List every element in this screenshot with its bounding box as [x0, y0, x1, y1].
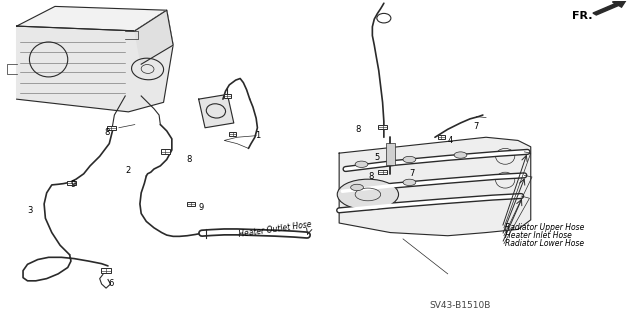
- Text: 9: 9: [198, 203, 204, 211]
- Circle shape: [403, 156, 416, 163]
- Text: 8: 8: [368, 173, 373, 182]
- Polygon shape: [339, 137, 531, 236]
- Circle shape: [403, 179, 416, 186]
- Text: SV43-B1510B: SV43-B1510B: [430, 301, 491, 310]
- Bar: [378, 125, 387, 129]
- FancyArrow shape: [593, 1, 626, 15]
- Circle shape: [355, 161, 368, 167]
- Bar: [101, 268, 111, 273]
- Text: 7: 7: [473, 122, 479, 131]
- Text: Heater Outlet Hose: Heater Outlet Hose: [238, 220, 312, 239]
- Bar: [67, 181, 76, 185]
- Bar: [107, 125, 116, 130]
- Text: 8: 8: [186, 155, 191, 164]
- Text: 5: 5: [374, 153, 380, 162]
- Polygon shape: [135, 10, 173, 64]
- Text: 9: 9: [71, 181, 76, 189]
- Text: 4: 4: [448, 136, 453, 145]
- Text: 7: 7: [410, 169, 415, 178]
- Text: 3: 3: [28, 206, 33, 215]
- Bar: [228, 132, 236, 136]
- Bar: [187, 202, 195, 206]
- Bar: [161, 150, 170, 154]
- Text: 8: 8: [355, 125, 360, 134]
- Text: FR.: FR.: [572, 11, 593, 21]
- Polygon shape: [198, 94, 234, 128]
- Bar: [438, 135, 445, 138]
- Text: Radiator Lower Hose: Radiator Lower Hose: [505, 239, 584, 248]
- Circle shape: [454, 152, 467, 158]
- Text: 8: 8: [105, 128, 110, 137]
- Circle shape: [337, 179, 399, 210]
- Text: Heater Inlet Hose: Heater Inlet Hose: [505, 231, 572, 240]
- Bar: [386, 143, 396, 165]
- Polygon shape: [17, 6, 167, 31]
- Text: Radiator Upper Hose: Radiator Upper Hose: [505, 223, 584, 232]
- Circle shape: [351, 184, 364, 191]
- Text: 1: 1: [255, 131, 260, 140]
- Text: 6: 6: [108, 279, 113, 288]
- Bar: [378, 170, 387, 174]
- Polygon shape: [17, 10, 173, 112]
- Bar: [223, 94, 231, 98]
- Text: 2: 2: [125, 166, 131, 175]
